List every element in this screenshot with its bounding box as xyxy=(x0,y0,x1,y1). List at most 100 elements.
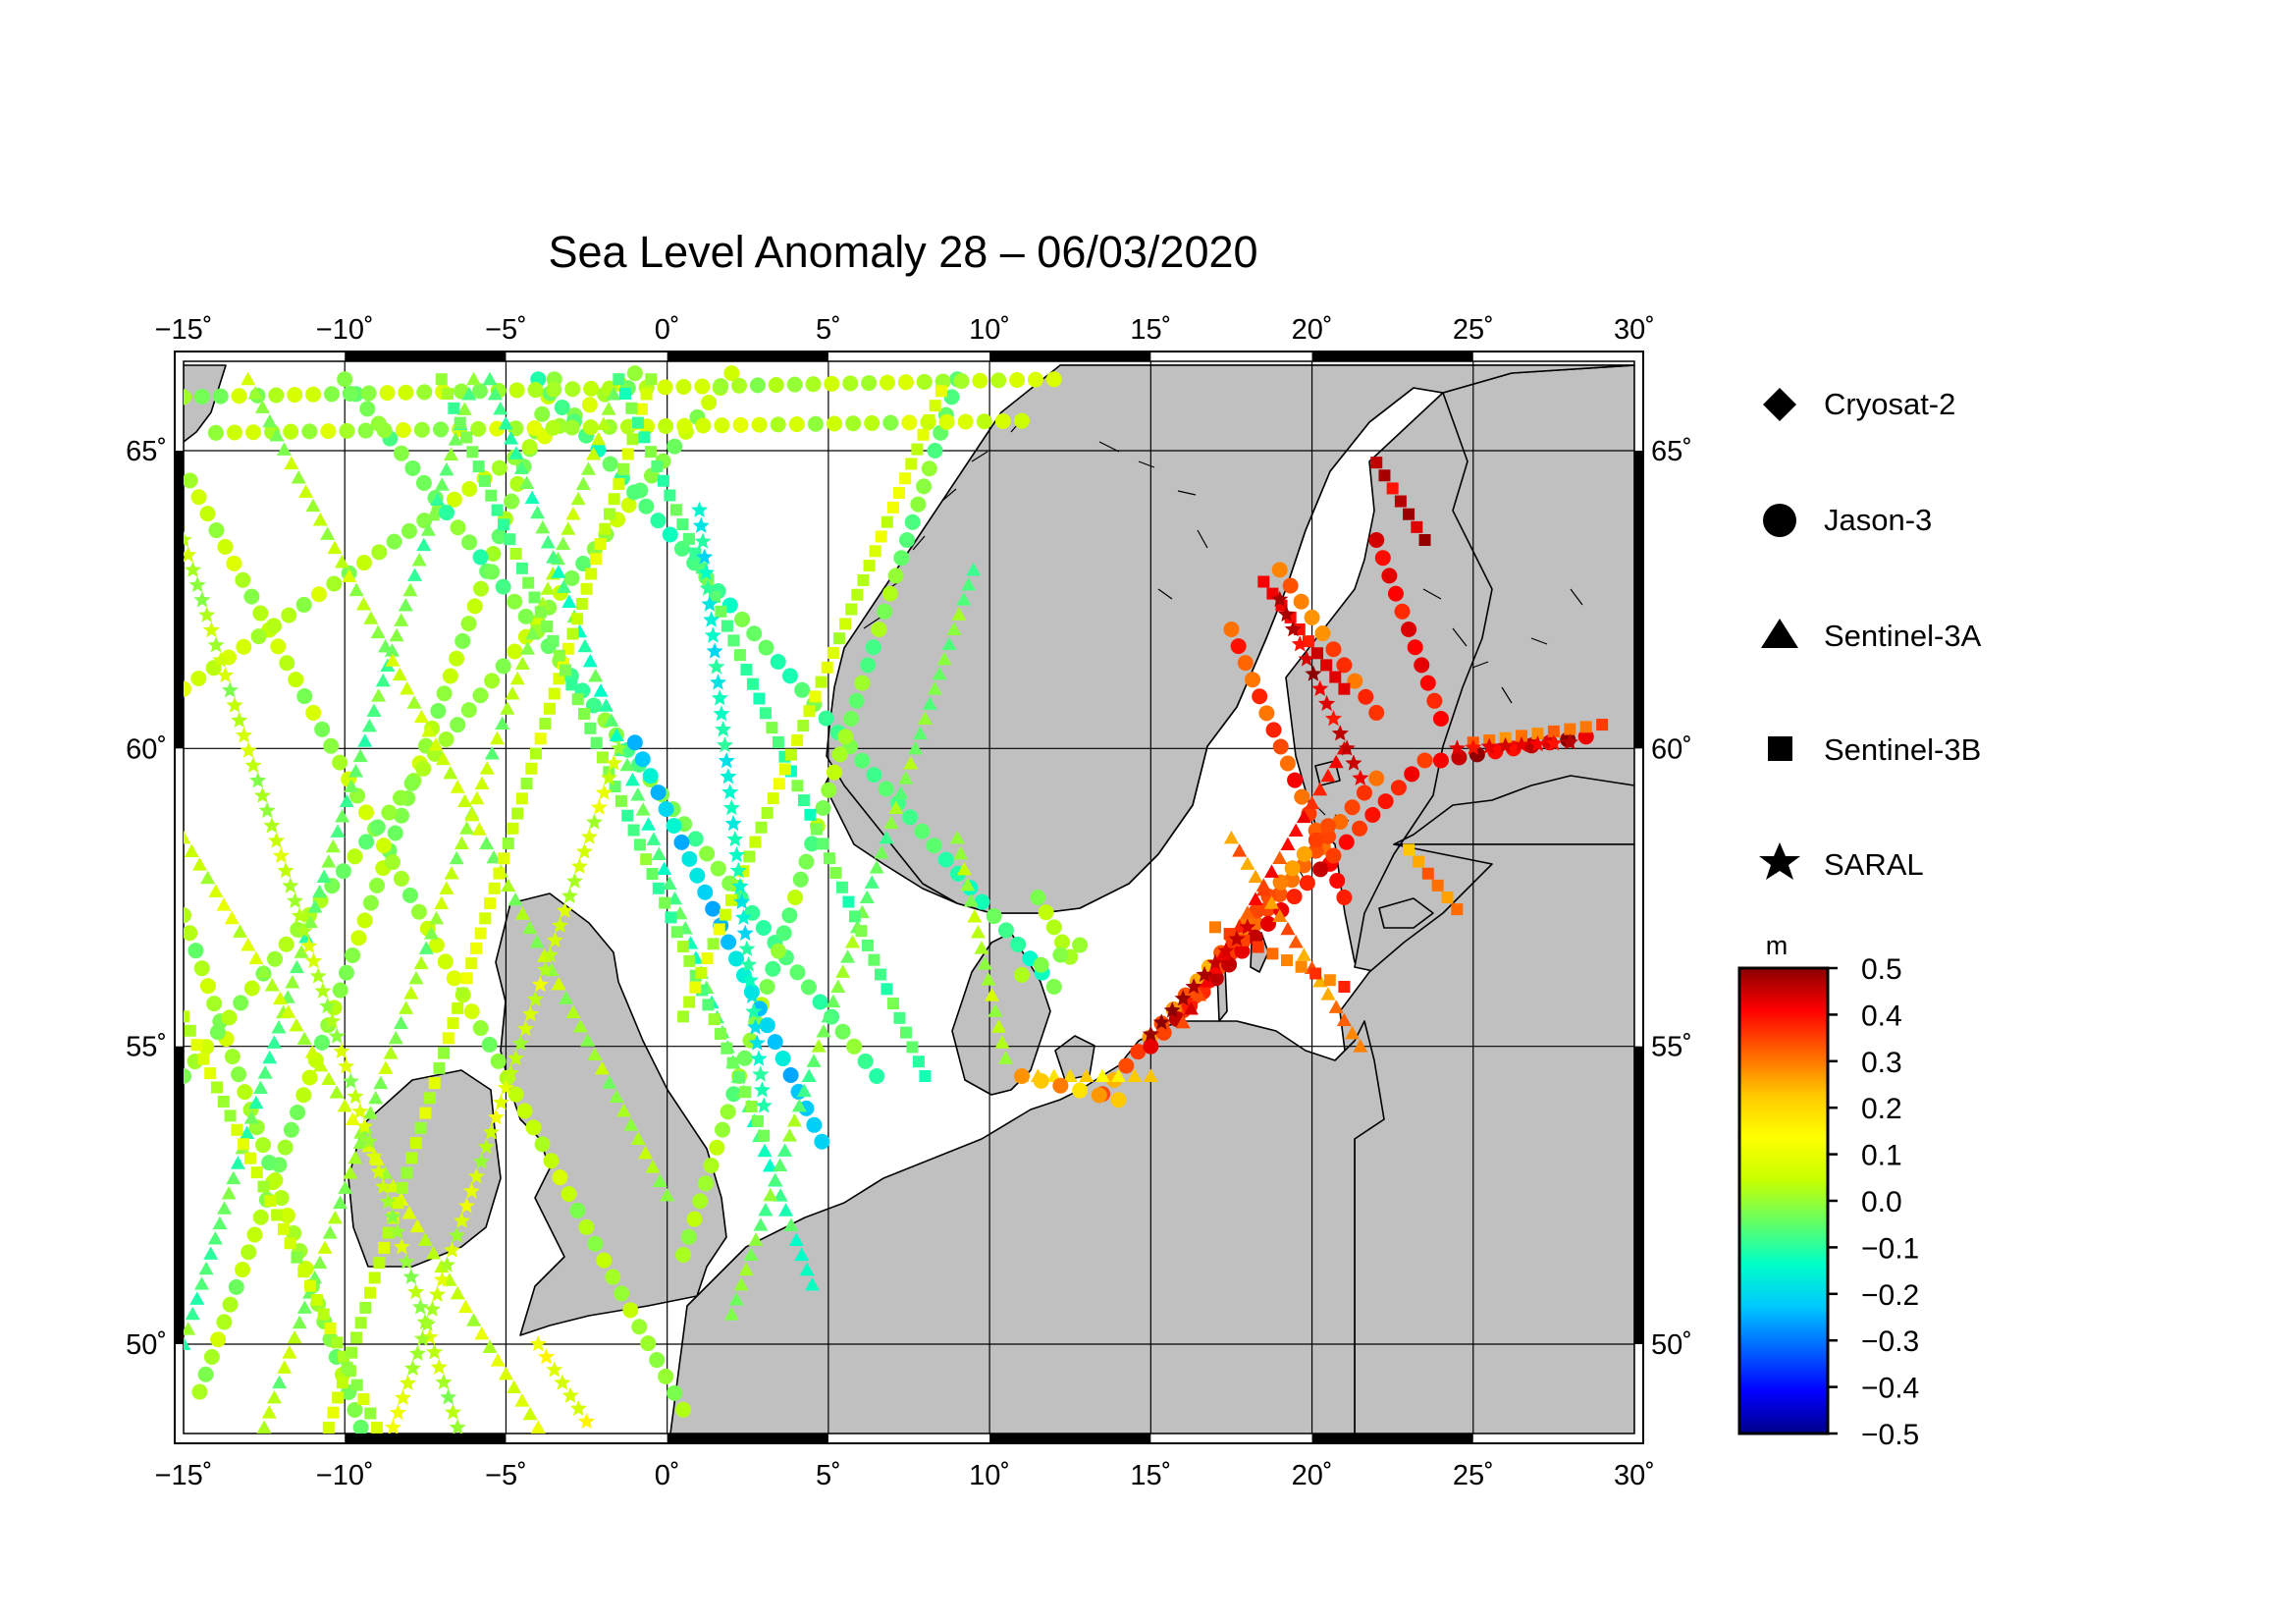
track-point xyxy=(719,908,731,921)
track-point xyxy=(515,792,528,805)
track-point xyxy=(1110,1092,1127,1109)
track-point xyxy=(216,897,232,911)
track-point xyxy=(316,869,332,883)
track-point xyxy=(830,979,846,993)
track-point xyxy=(258,801,276,819)
track-point xyxy=(697,1175,714,1192)
lat-tick-label: 55˚ xyxy=(1651,1032,1692,1063)
track-point xyxy=(1264,864,1279,878)
track-point xyxy=(437,953,454,970)
track-point xyxy=(1370,457,1383,469)
track-point xyxy=(347,1087,364,1105)
track-point xyxy=(726,830,744,847)
track-point xyxy=(433,1061,446,1074)
track-point xyxy=(374,1177,392,1195)
track-point xyxy=(347,1401,363,1418)
track-point xyxy=(231,1066,247,1083)
track-point xyxy=(815,800,831,816)
track-point xyxy=(244,756,262,774)
track-point xyxy=(1545,734,1563,751)
track-point xyxy=(408,970,424,985)
track-point xyxy=(484,564,501,580)
track-point xyxy=(580,461,596,475)
track-point xyxy=(231,388,247,405)
track-point xyxy=(906,1041,919,1054)
track-point xyxy=(720,768,737,784)
track-point xyxy=(697,564,715,580)
track-point xyxy=(264,977,280,992)
track-point xyxy=(442,388,454,401)
track-point xyxy=(837,729,854,745)
track-point xyxy=(529,505,545,519)
track-point xyxy=(240,371,256,386)
track-point xyxy=(755,919,772,936)
track-point xyxy=(1196,965,1213,983)
track-point xyxy=(355,555,372,571)
track-point xyxy=(753,1217,769,1231)
track-point xyxy=(460,616,477,632)
track-point xyxy=(369,819,386,836)
track-point xyxy=(497,518,509,531)
track-point xyxy=(383,1046,399,1059)
track-point xyxy=(556,579,571,593)
track-point xyxy=(403,775,420,791)
track-point xyxy=(1293,593,1309,610)
track-point xyxy=(411,1298,429,1315)
track-point xyxy=(448,1226,465,1243)
lon-tick-label: 5˚ xyxy=(816,314,841,346)
track-point xyxy=(359,1301,372,1314)
track-point xyxy=(384,1418,401,1434)
track-point xyxy=(323,1012,341,1029)
track-point xyxy=(312,512,328,526)
track-point xyxy=(917,711,933,725)
track-point xyxy=(540,581,556,595)
track-point xyxy=(609,1089,624,1104)
track-point xyxy=(1302,635,1314,648)
track-point xyxy=(357,1393,370,1406)
track-point xyxy=(911,443,924,456)
track-point xyxy=(1381,568,1398,584)
track-point xyxy=(888,800,904,814)
track-point xyxy=(335,863,351,880)
track-point xyxy=(498,1366,513,1380)
track-point xyxy=(627,824,640,837)
track-point xyxy=(209,1024,226,1041)
track-point xyxy=(345,1111,360,1125)
track-point xyxy=(193,591,211,608)
track-point xyxy=(428,1077,441,1090)
track-point xyxy=(224,910,240,925)
track-point xyxy=(504,493,520,510)
track-point xyxy=(320,423,337,440)
track-point xyxy=(943,389,960,406)
track-point xyxy=(878,781,894,797)
track-point xyxy=(767,1034,783,1051)
track-point xyxy=(283,1121,299,1138)
land-continent xyxy=(669,1020,1385,1434)
track-point xyxy=(235,571,251,588)
track-point xyxy=(375,838,392,854)
track-point xyxy=(321,854,337,868)
track-point xyxy=(409,1218,425,1233)
track-point xyxy=(507,1050,524,1066)
track-point xyxy=(410,903,427,920)
track-point xyxy=(1419,675,1436,691)
track-point xyxy=(507,1086,524,1103)
track-point xyxy=(1234,943,1251,959)
track-point xyxy=(426,1245,442,1260)
track-point xyxy=(916,478,933,495)
track-point xyxy=(534,1136,551,1153)
track-point xyxy=(1038,904,1054,921)
track-point xyxy=(580,828,598,844)
track-point xyxy=(596,1252,613,1269)
track-point xyxy=(287,387,303,404)
track-point xyxy=(484,897,497,910)
lat-tick-label: 50˚ xyxy=(126,1329,167,1361)
track-point xyxy=(716,736,733,753)
track-point xyxy=(590,736,603,749)
track-point xyxy=(358,804,375,821)
track-point xyxy=(545,419,561,436)
colorbar-tick-label: −0.1 xyxy=(1861,1232,1919,1265)
track-point xyxy=(1183,1001,1199,1015)
track-point xyxy=(602,456,618,472)
